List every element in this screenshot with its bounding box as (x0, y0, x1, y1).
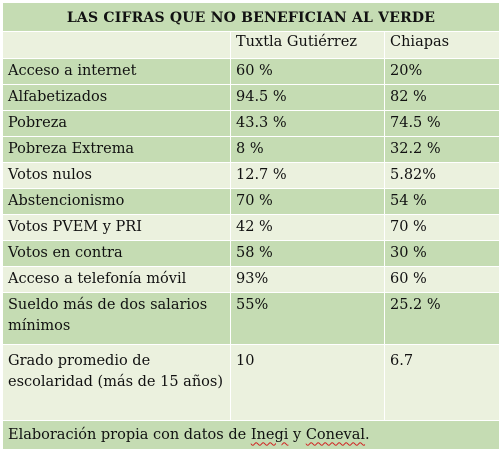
chiapas-value: 54 % (384, 188, 500, 215)
table-title: LAS CIFRAS QUE NO BENEFICIAN AL VERDE (2, 2, 500, 32)
source-prefix: Elaboración propia con datos de (8, 426, 251, 443)
row-label: Votos en contra (2, 240, 231, 267)
chiapas-value: 5.82% (384, 162, 500, 189)
tuxtla-value: 8 % (230, 136, 385, 163)
chiapas-value: 32.2 % (384, 136, 500, 163)
source-suffix: . (365, 426, 370, 443)
tuxtla-value: 94.5 % (230, 84, 385, 111)
row-label: Sueldo más de dos salarios mínimos (2, 292, 231, 345)
row-label: Acceso a telefonía móvil (2, 266, 231, 293)
chiapas-value: 30 % (384, 240, 500, 267)
header-empty-cell (2, 31, 231, 59)
table-row: Sueldo más de dos salarios mínimos 55% 2… (2, 292, 500, 345)
source-note: Elaboración propia con datos de Inegi y … (2, 420, 500, 450)
row-label: Acceso a internet (2, 58, 231, 85)
table-row: Votos nulos 12.7 % 5.82% (2, 162, 500, 189)
table-row: Abstencionismo 70 % 54 % (2, 188, 500, 215)
row-label: Pobreza (2, 110, 231, 137)
tuxtla-value: 58 % (230, 240, 385, 267)
tuxtla-value: 60 % (230, 58, 385, 85)
chiapas-value: 82 % (384, 84, 500, 111)
table-row: Pobreza 43.3 % 74.5 % (2, 110, 500, 137)
chiapas-value: 6.7 (384, 344, 500, 421)
header-tuxtla: Tuxtla Gutiérrez (230, 31, 385, 59)
tuxtla-value: 12.7 % (230, 162, 385, 189)
table-row: Acceso a internet 60 % 20% (2, 58, 500, 85)
chiapas-value: 70 % (384, 214, 500, 241)
tuxtla-value: 70 % (230, 188, 385, 215)
row-label: Grado promedio de escolaridad (más de 15… (2, 344, 231, 421)
chiapas-value: 74.5 % (384, 110, 500, 137)
header-chiapas: Chiapas (384, 31, 500, 59)
row-label: Alfabetizados (2, 84, 231, 111)
table-row: Votos en contra 58 % 30 % (2, 240, 500, 267)
tuxtla-value: 10 (230, 344, 385, 421)
row-label: Votos PVEM y PRI (2, 214, 231, 241)
chiapas-value: 20% (384, 58, 500, 85)
row-label: Pobreza Extrema (2, 136, 231, 163)
row-label: Votos nulos (2, 162, 231, 189)
table-row: Alfabetizados 94.5 % 82 % (2, 84, 500, 111)
header-row: Tuxtla Gutiérrez Chiapas (2, 31, 500, 59)
table-row: Grado promedio de escolaridad (más de 15… (2, 344, 500, 421)
footer-row: Elaboración propia con datos de Inegi y … (2, 420, 500, 450)
tuxtla-value: 55% (230, 292, 385, 345)
source-middle: y (288, 426, 306, 443)
row-label: Abstencionismo (2, 188, 231, 215)
source-inegi: Inegi (250, 426, 289, 443)
table-row: Acceso a telefonía móvil 93% 60 % (2, 266, 500, 293)
table-row: Pobreza Extrema 8 % 32.2 % (2, 136, 500, 163)
tuxtla-value: 93% (230, 266, 385, 293)
tuxtla-value: 43.3 % (230, 110, 385, 137)
chiapas-value: 25.2 % (384, 292, 500, 345)
source-coneval: Coneval (305, 426, 366, 443)
chiapas-value: 60 % (384, 266, 500, 293)
table-row: Votos PVEM y PRI 42 % 70 % (2, 214, 500, 241)
tuxtla-value: 42 % (230, 214, 385, 241)
